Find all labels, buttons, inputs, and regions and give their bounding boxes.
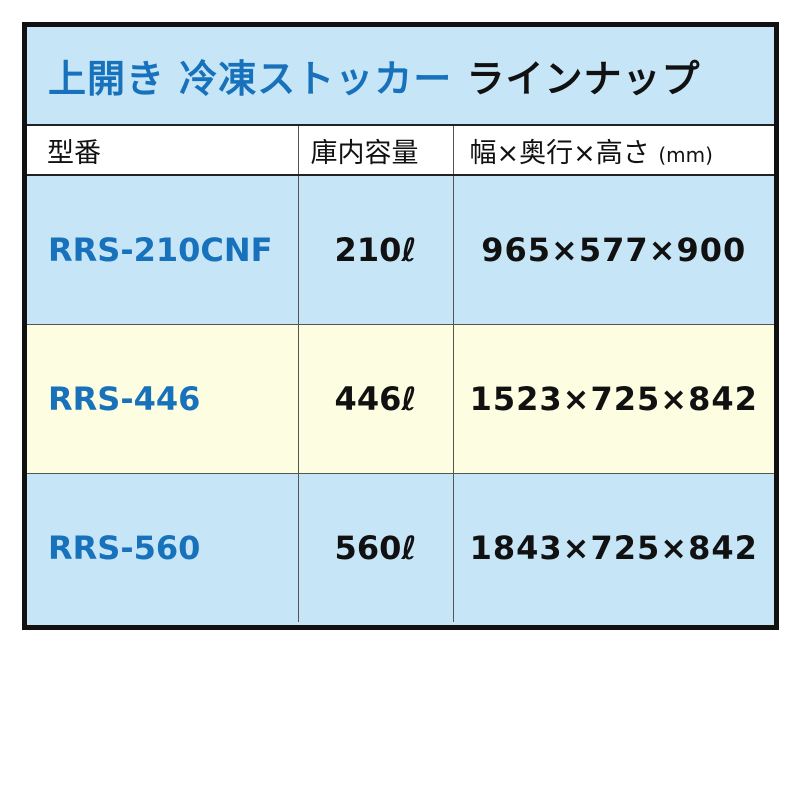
- model-cell: RRS-210CNF: [27, 174, 299, 325]
- header-dimensions: 幅×奥行×高さ (mm): [452, 124, 774, 176]
- model-cell: RRS-560: [27, 473, 299, 622]
- dimensions-cell: 1523×725×842: [452, 324, 774, 474]
- title-blue: 上開き 冷凍ストッカー: [48, 57, 453, 101]
- table-row: RRS-446 446ℓ 1523×725×842: [27, 324, 774, 474]
- table-row: RRS-210CNF 210ℓ 965×577×900: [27, 174, 774, 325]
- header-row: 型番 庫内容量 幅×奥行×高さ (mm): [27, 124, 774, 176]
- lineup-table-frame: 上開き 冷凍ストッカー ラインナップ 型番 庫内容量 幅×奥行×高さ (mm) …: [22, 22, 779, 630]
- dimensions-cell: 1843×725×842: [452, 473, 774, 622]
- model-cell: RRS-446: [27, 324, 299, 474]
- table-row: RRS-560 560ℓ 1843×725×842: [27, 473, 774, 622]
- title-black: ラインナップ: [466, 57, 701, 101]
- capacity-cell: 560ℓ: [297, 473, 454, 622]
- page-title: 上開き 冷凍ストッカー ラインナップ: [27, 27, 774, 124]
- header-model: 型番: [27, 124, 299, 176]
- lineup-table: 型番 庫内容量 幅×奥行×高さ (mm) RRS-210CNF 210ℓ 965…: [27, 124, 774, 622]
- header-capacity: 庫内容量: [297, 124, 454, 176]
- header-dimensions-unit: (mm): [658, 142, 713, 167]
- dimensions-cell: 965×577×900: [452, 174, 774, 325]
- capacity-cell: 446ℓ: [297, 324, 454, 474]
- capacity-cell: 210ℓ: [297, 174, 454, 325]
- header-dimensions-label: 幅×奥行×高さ: [469, 137, 650, 169]
